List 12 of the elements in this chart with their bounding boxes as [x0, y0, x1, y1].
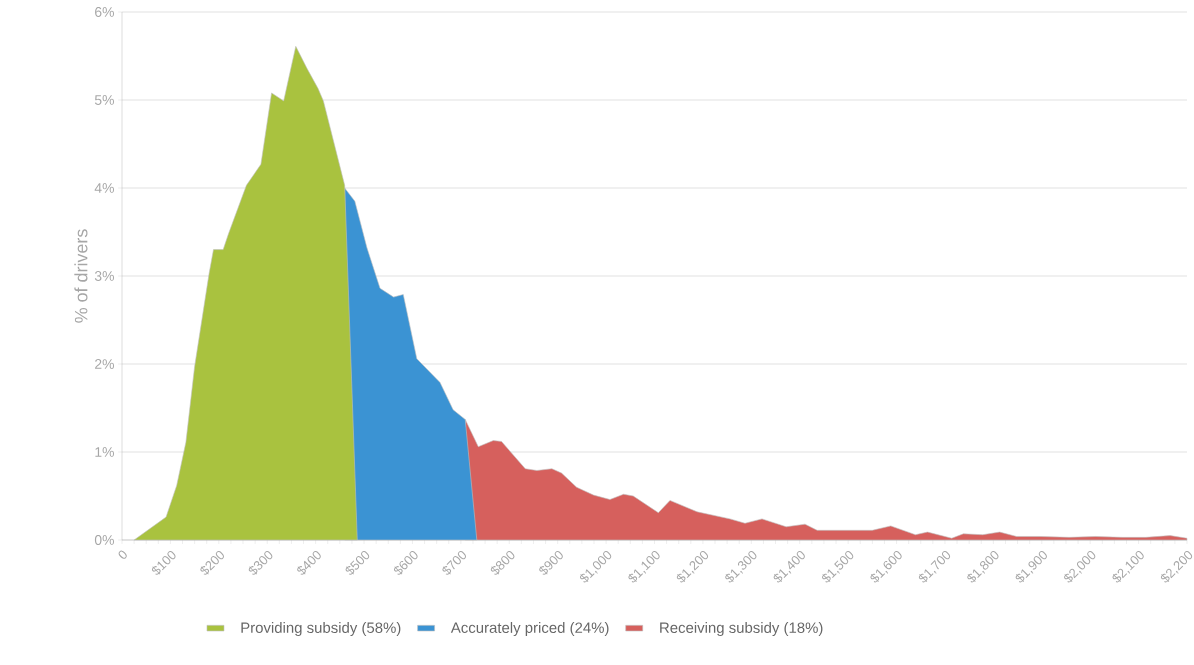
legend-label: Providing subsidy (58%): [241, 622, 401, 636]
y-tick-label: 2%: [95, 359, 114, 369]
y-tick-label: 1%: [95, 447, 114, 457]
legend-label: Accurately priced (24%): [450, 622, 609, 636]
y-tick-label: 5%: [94, 95, 114, 105]
legend-label: Receiving subsidy (18%): [660, 622, 823, 636]
y-axis-title: % of drivers: [74, 229, 88, 323]
y-tick-label: 4%: [94, 183, 114, 193]
x-tick-label: 0: [118, 550, 127, 559]
y-tick-label: 6%: [95, 7, 114, 17]
y-tick-label: 0%: [94, 535, 114, 545]
y-tick-label: 3%: [94, 271, 114, 281]
